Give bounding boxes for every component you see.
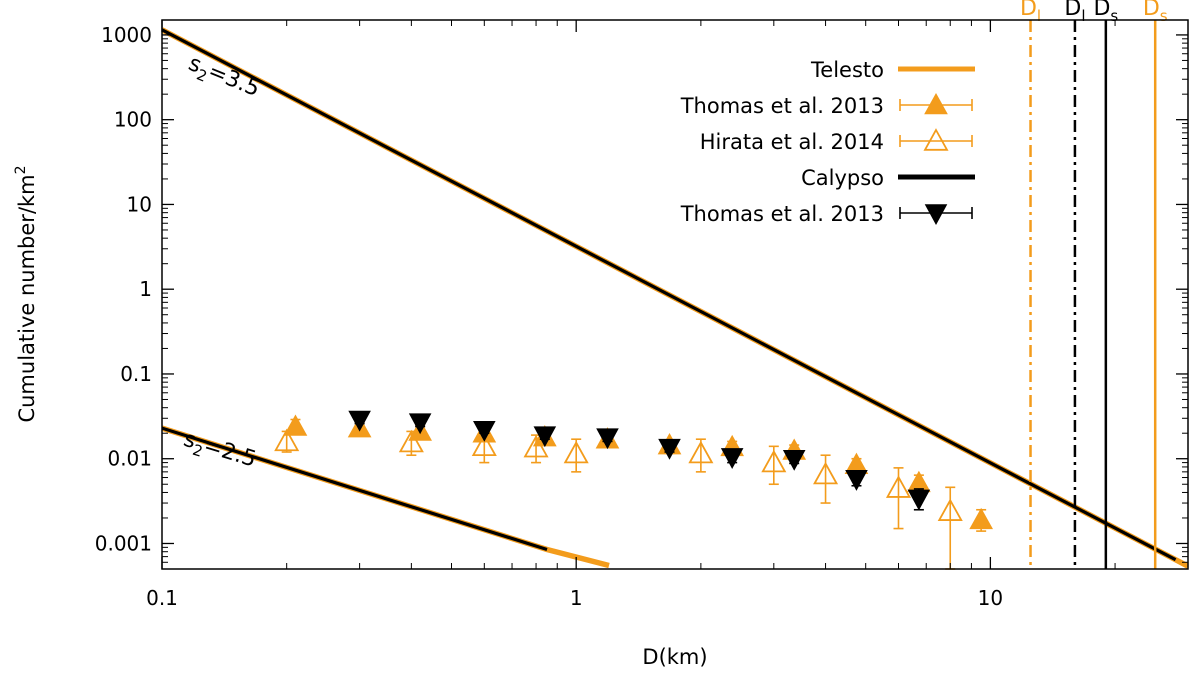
series-5-point-1 (348, 410, 371, 432)
y-axis-label: Cumulative number/km2 (13, 165, 39, 422)
series-3-point-8 (813, 461, 839, 485)
legend-marker-2 (924, 92, 948, 115)
legend: Telesto Thomas et al. 2013 Hirata et al. 2… (640, 48, 985, 230)
legend-marker-3 (923, 128, 949, 151)
series-3-point-9 (885, 475, 912, 498)
limit-label-4: Ds (1143, 0, 1168, 25)
series-5-point-2 (408, 413, 432, 435)
diameter-limit-lines: Dl Dl Ds Ds (1020, 0, 1168, 569)
series-5-point-4 (533, 426, 557, 448)
series-3-errorbar-6 (695, 438, 706, 473)
legend-entry-3: Hirata et al. 2014 (700, 128, 973, 154)
limit-label-3: Ds (1093, 0, 1118, 25)
x-tick-label-1: 0.1 (146, 586, 178, 610)
series-5-point-9 (845, 470, 868, 491)
legend-background (640, 48, 985, 230)
slope-annotations: s2=3.5s2=2.5 (179, 51, 264, 476)
legend-label-2: Thomas et al. 2013 (680, 94, 884, 118)
series-5-point-6 (658, 438, 681, 460)
legend-label-5: Thomas et al. 2013 (680, 202, 884, 226)
series-2-point-1 (283, 414, 308, 436)
power-law-lines (162, 27, 1188, 569)
calypso-line-2 (162, 426, 548, 552)
slope-label-2: s2=2.5 (179, 427, 259, 476)
y-tick-label-7: 1000 (101, 23, 152, 47)
legend-entry-4: Calypso (801, 166, 975, 190)
series-5-point-7 (720, 448, 744, 469)
legend-label-4: Calypso (801, 166, 884, 190)
legend-label-1: Telesto (810, 58, 884, 82)
y-tick-label-6: 100 (114, 108, 152, 132)
series-5-point-3 (473, 420, 496, 442)
legend-label-3: Hirata et al. 2014 (700, 130, 884, 154)
series-5-point-10 (907, 489, 931, 511)
legend-entry-5: Thomas et al. 2013 (680, 202, 973, 226)
series-3-point-6 (688, 440, 714, 464)
y-tick-label-5: 10 (127, 192, 152, 216)
series-5-point-8 (782, 449, 806, 471)
series-3-point-3 (471, 433, 497, 457)
legend-entry-1: Telesto (810, 58, 975, 82)
calypso-line-1 (162, 28, 1177, 562)
plot-frame (161, 19, 1189, 570)
x-tick-label-3: 10 (978, 586, 1003, 610)
y-tick-label-1: 0.001 (95, 531, 152, 555)
legend-entry-2: Thomas et al. 2013 (680, 92, 973, 118)
data-points (274, 410, 994, 570)
y-tick-label-3: 0.1 (120, 362, 152, 386)
y-tick-label-4: 1 (139, 277, 152, 301)
axis-ticks: 0.1 1 10 0.001 0.01 0.1 1 10 100 1000 (95, 20, 1189, 610)
limit-label-1: Dl (1020, 0, 1041, 25)
series-3-point-1 (274, 428, 300, 452)
y-tick-label-2: 0.01 (107, 447, 152, 471)
legend-marker-5 (924, 204, 948, 226)
series-3-point-2 (398, 429, 424, 453)
limit-label-2: Dl (1064, 0, 1085, 25)
series-3-point-5 (563, 440, 589, 464)
series-2-point-12 (969, 507, 994, 530)
x-tick-label-2: 1 (570, 586, 583, 610)
series-3-point-10 (937, 498, 963, 521)
series-3-point-4 (523, 434, 549, 458)
series-3-point-7 (761, 449, 787, 473)
x-axis-label: D(km) (642, 645, 707, 669)
series-5-point-5 (596, 428, 619, 450)
series-3-errorbar-5 (571, 438, 582, 473)
